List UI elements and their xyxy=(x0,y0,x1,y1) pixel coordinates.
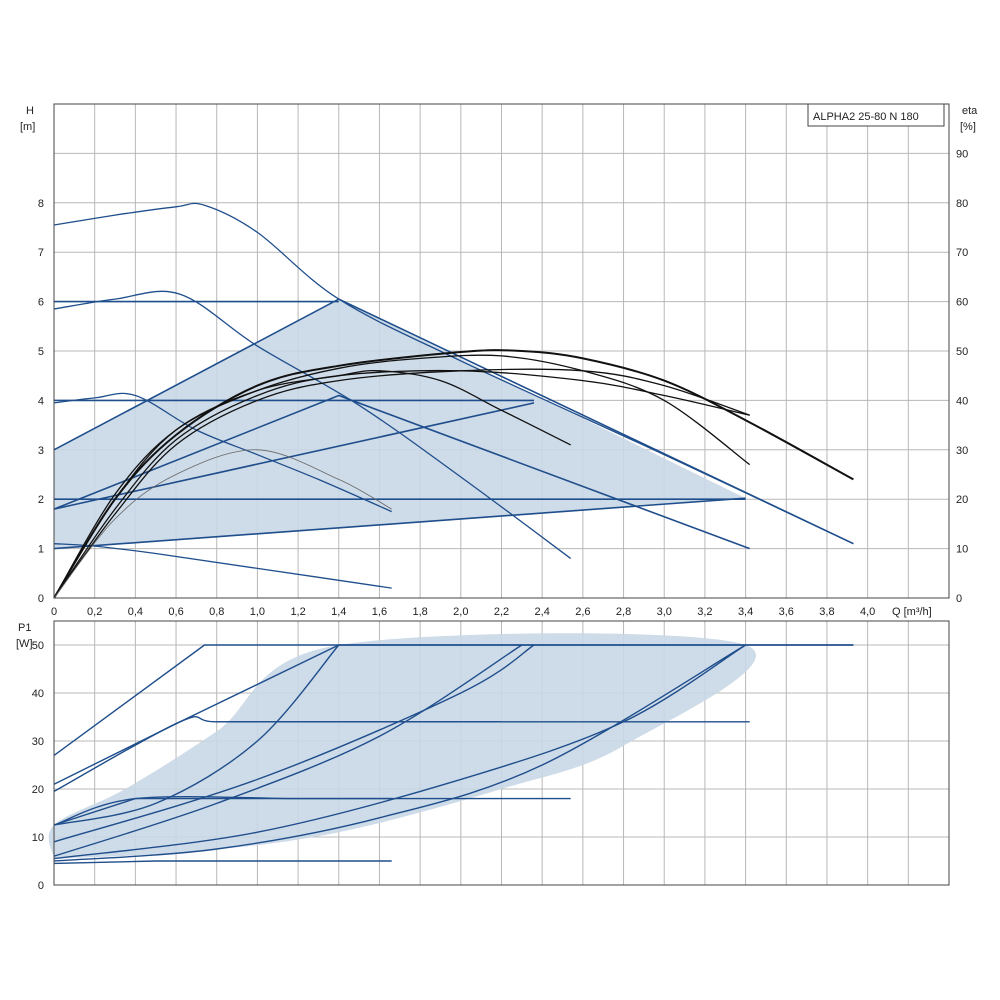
x-tick-label: 0 xyxy=(51,606,57,618)
x-tick-label: 1,6 xyxy=(372,606,387,618)
head-axis-label: H xyxy=(26,105,34,117)
efficiency-y-tick-label: 70 xyxy=(956,247,968,259)
efficiency-curve xyxy=(53,449,392,599)
head-y-tick-label: 3 xyxy=(38,445,44,457)
head-curve xyxy=(53,290,572,560)
efficiency-y-tick-label: 90 xyxy=(956,148,968,160)
head-curve xyxy=(53,298,854,545)
efficiency-curves xyxy=(53,349,854,599)
legend: ALPHA2 25-80 N 180 xyxy=(807,103,945,127)
head-operating-region xyxy=(54,299,746,549)
power-operating-region xyxy=(48,633,756,859)
power-y-tick-label: 20 xyxy=(32,784,44,796)
power-curve xyxy=(53,644,746,862)
power-curves xyxy=(53,644,854,865)
x-tick-label: 2,6 xyxy=(575,606,590,618)
head-axis-unit: [m] xyxy=(20,121,35,133)
power-y-tick-label: 0 xyxy=(38,880,44,892)
x-tick-label: 3,2 xyxy=(697,606,712,618)
head-y-tick-label: 5 xyxy=(38,346,44,358)
head-curve xyxy=(53,402,535,510)
x-tick-label: 0,8 xyxy=(209,606,224,618)
power-curve xyxy=(53,644,340,785)
power-y-tick-label: 40 xyxy=(32,688,44,700)
efficiency-y-tick-label: 10 xyxy=(956,544,968,556)
efficiency-y-tick-label: 60 xyxy=(956,297,968,309)
head-y-tick-label: 7 xyxy=(38,247,44,259)
x-tick-label: 3,6 xyxy=(779,606,794,618)
head-y-tick-label: 1 xyxy=(38,544,44,556)
x-tick-label: 3,8 xyxy=(819,606,834,618)
head-y-tick-label: 2 xyxy=(38,494,44,506)
efficiency-y-tick-label: 50 xyxy=(956,346,968,358)
power-y-tick-label: 50 xyxy=(32,640,44,652)
x-tick-label: 3,4 xyxy=(738,606,753,618)
legend-label: ALPHA2 25-80 N 180 xyxy=(813,111,919,123)
head-y-tick-label: 4 xyxy=(38,395,44,407)
power-curve xyxy=(53,644,535,843)
efficiency-axis-label: eta xyxy=(962,105,978,117)
head-curve xyxy=(53,202,854,545)
x-tick-label: 1,8 xyxy=(412,606,427,618)
x-tick-label: 1,0 xyxy=(250,606,265,618)
head-y-tick-label: 6 xyxy=(38,297,44,309)
x-tick-label: 0,6 xyxy=(168,606,183,618)
head-x-tick-labels: 0 0,2 0,4 0,6 0,8 1,0 1,2 1,4 1,6 1,8 2,0 2,2 2,4 2,6… xyxy=(51,606,875,618)
x-tick-label: 0,2 xyxy=(87,606,102,618)
power-plot-frame xyxy=(53,620,950,886)
x-tick-label: 2,2 xyxy=(494,606,509,618)
x-tick-label: 0,4 xyxy=(128,606,143,618)
efficiency-axis-unit: [%] xyxy=(960,121,976,133)
efficiency-y-tick-label: 0 xyxy=(956,593,962,605)
power-axis-label: P1 xyxy=(18,622,31,634)
efficiency-curve xyxy=(53,354,751,599)
power-curve xyxy=(53,795,571,826)
legend-box xyxy=(807,103,945,127)
x-tick-label: 1,4 xyxy=(331,606,346,618)
power-y-tick-labels: 0 10 20 30 40 50 xyxy=(32,640,44,892)
power-plot: 0 10 20 30 40 50 P1 [W] xyxy=(16,620,950,892)
x-tick-label: 1,2 xyxy=(290,606,305,618)
power-curve xyxy=(53,644,746,860)
x-tick-label: 4,0 xyxy=(860,606,875,618)
power-axis-unit: [W] xyxy=(16,638,33,650)
efficiency-curve xyxy=(53,369,750,599)
head-y-tick-labels: 0 1 2 3 4 5 6 7 8 xyxy=(38,198,44,605)
power-curve xyxy=(53,644,340,826)
head-y-tick-label: 0 xyxy=(38,593,44,605)
efficiency-curve xyxy=(53,368,750,599)
power-y-tick-label: 10 xyxy=(32,832,44,844)
x-tick-label: 2,0 xyxy=(453,606,468,618)
x-tick-label: 2,8 xyxy=(616,606,631,618)
efficiency-y-tick-label: 20 xyxy=(956,494,968,506)
head-plot-frame xyxy=(53,103,950,599)
x-tick-label: 3,0 xyxy=(657,606,672,618)
power-curve xyxy=(53,860,392,865)
power-y-tick-label: 30 xyxy=(32,736,44,748)
flow-axis-label: Q [m³/h] xyxy=(892,606,932,618)
head-efficiency-plot: 0 0,2 0,4 0,6 0,8 1,0 1,2 1,4 1,6 1,8 2,0 2,2 2,4 2,6… xyxy=(20,103,978,618)
efficiency-y-tick-labels: 0 10 20 30 40 50 60 70 80 90 xyxy=(956,148,968,605)
efficiency-y-tick-label: 80 xyxy=(956,198,968,210)
head-y-tick-label: 8 xyxy=(38,198,44,210)
efficiency-y-tick-label: 30 xyxy=(956,445,968,457)
head-curve xyxy=(53,497,746,550)
x-tick-label: 2,4 xyxy=(535,606,550,618)
power-curve xyxy=(53,644,523,857)
efficiency-y-tick-label: 40 xyxy=(956,395,968,407)
